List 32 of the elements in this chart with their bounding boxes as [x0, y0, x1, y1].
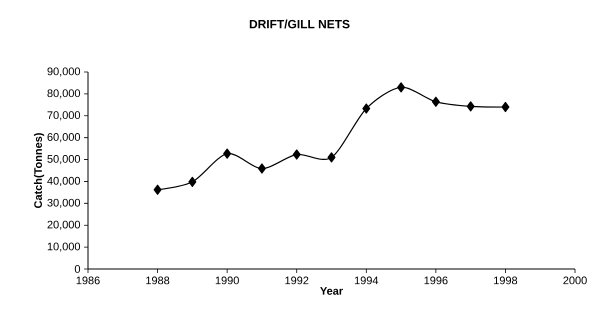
point	[292, 149, 301, 160]
point	[397, 82, 406, 92]
x-tick-label: 1990	[216, 276, 239, 284]
point	[188, 176, 196, 187]
y-tick-label: 30,000	[47, 198, 80, 208]
x-tick-label: 2000	[563, 276, 587, 284]
point	[258, 163, 266, 174]
x-tick-label: 1988	[146, 276, 170, 284]
y-tick-label: 10,000	[48, 242, 80, 252]
y-tick-label: 0	[74, 265, 80, 273]
y-tick-label: 50,000	[47, 155, 80, 164]
point	[328, 152, 336, 162]
y-tick-label: 60,000	[48, 133, 80, 142]
y-tick-label: 90,000	[47, 67, 80, 77]
y-axis-title: Catch(Tonnes)	[34, 133, 44, 208]
y-tick-label: 40,000	[47, 176, 80, 186]
x-tick-label: 1986	[76, 276, 100, 284]
point	[362, 103, 370, 114]
y-tick-label: 20,000	[48, 220, 80, 230]
chart-title: DRIFT/GILL NETS	[250, 20, 350, 28]
point	[466, 101, 475, 112]
point	[154, 184, 162, 195]
y-tick-label: 70,000	[48, 111, 80, 120]
x-tick-label: 1994	[354, 276, 378, 284]
point	[501, 102, 510, 112]
point	[432, 96, 440, 107]
x-tick-label: 1992	[285, 276, 308, 284]
x-axis-title: Year	[320, 287, 343, 295]
y-tick-label: 80,000	[47, 89, 80, 98]
x-tick-label: 1998	[494, 276, 518, 284]
point	[223, 148, 232, 159]
x-tick-label: 1996	[424, 276, 448, 284]
